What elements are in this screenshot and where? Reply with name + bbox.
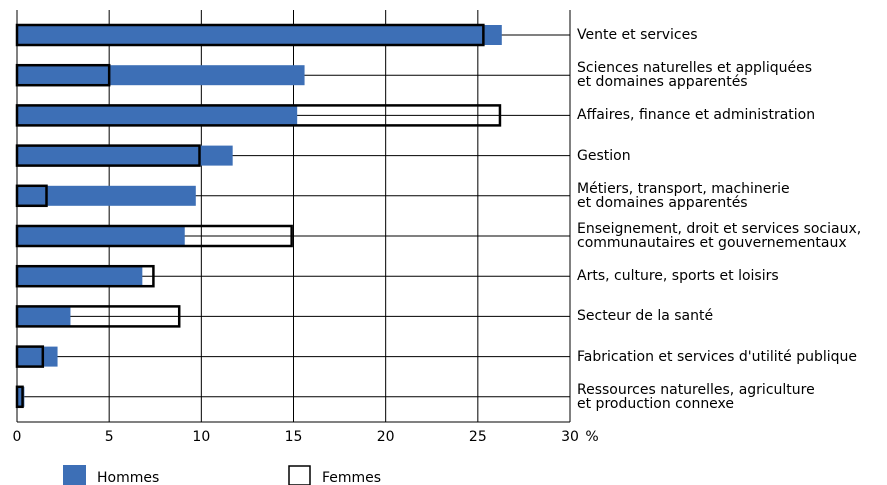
category-label: Enseignement, droit et services sociaux,… bbox=[577, 221, 862, 251]
x-tick-label: 0 bbox=[13, 429, 22, 445]
bar-outline bbox=[15, 345, 45, 368]
bar bbox=[17, 25, 502, 45]
category-label: Sciences naturelles et appliquées et dom… bbox=[577, 60, 812, 91]
legend-swatch bbox=[288, 465, 311, 485]
bar-outline bbox=[15, 385, 24, 409]
bar-outline bbox=[15, 305, 181, 328]
bar bbox=[17, 226, 185, 246]
category-label: Vente et services bbox=[577, 27, 698, 43]
bar bbox=[17, 386, 25, 407]
legend-label: Hommes bbox=[97, 470, 159, 485]
category-label: Métiers, transport, machinerie et domain… bbox=[577, 180, 790, 211]
bar-outline bbox=[15, 104, 502, 127]
bar bbox=[17, 266, 143, 287]
bar bbox=[17, 145, 233, 166]
x-tick-label: 20 bbox=[377, 429, 395, 445]
bar bbox=[17, 346, 58, 367]
bar-outline bbox=[15, 224, 293, 248]
x-tick-label: 15 bbox=[285, 429, 303, 445]
x-tick-label: 5 bbox=[105, 429, 114, 445]
bar-outline bbox=[15, 23, 485, 47]
legend-label: Femmes bbox=[322, 470, 381, 485]
category-label: Gestion bbox=[577, 147, 631, 164]
x-axis-label: % bbox=[585, 429, 598, 445]
bar-outline bbox=[15, 144, 201, 167]
legend-swatch bbox=[63, 465, 86, 485]
bar bbox=[17, 185, 196, 206]
bar bbox=[17, 65, 305, 86]
bar-outline bbox=[15, 264, 155, 288]
x-tick-label: 30 bbox=[561, 429, 579, 445]
bar-outline bbox=[15, 184, 48, 208]
x-tick-label: 10 bbox=[192, 429, 210, 445]
category-label: Affaires, finance et administration bbox=[577, 107, 816, 124]
bar bbox=[17, 105, 298, 126]
category-label: Arts, culture, sports et loisirs bbox=[577, 268, 779, 285]
bar bbox=[17, 306, 71, 327]
category-label: Fabrication et services d'utilité publiq… bbox=[577, 348, 857, 365]
category-label: Secteur de la santé bbox=[577, 308, 714, 325]
bar-outline bbox=[15, 63, 111, 87]
category-label: Ressources naturelles, agriculture et pr… bbox=[577, 381, 815, 412]
x-tick-label: 25 bbox=[469, 429, 487, 445]
